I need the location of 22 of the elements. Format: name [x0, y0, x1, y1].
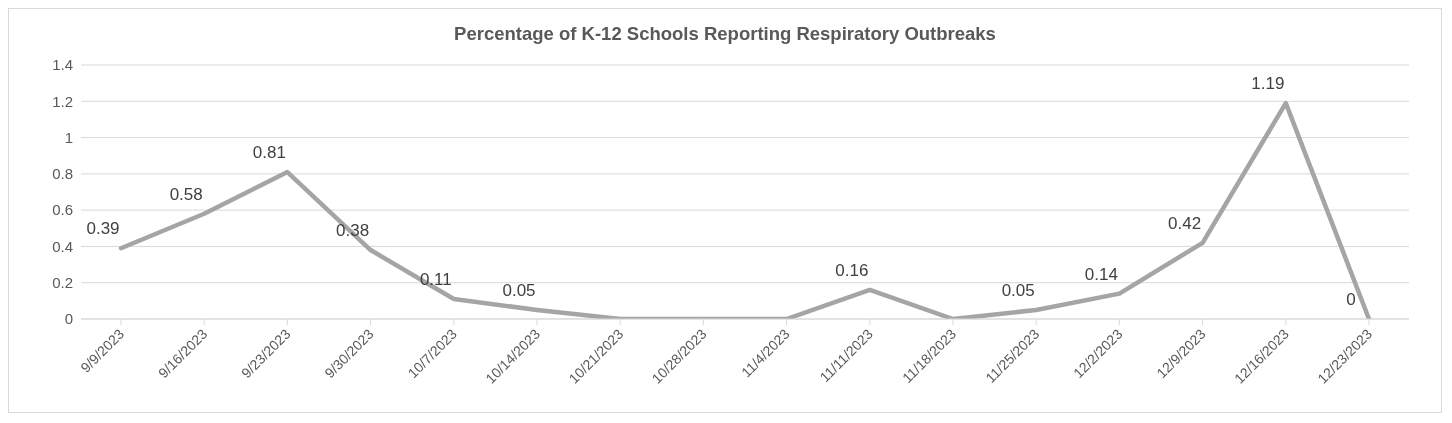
- data-label: 0.58: [169, 184, 203, 204]
- data-label: 0.05: [1001, 280, 1035, 300]
- data-label: 0.05: [502, 280, 536, 300]
- y-tick-label: 0: [64, 310, 73, 328]
- data-label: 0.39: [86, 219, 120, 239]
- y-tick-label: 0.2: [52, 274, 73, 292]
- data-label: 0.42: [1168, 213, 1202, 233]
- y-tick-label: 0.4: [52, 237, 73, 255]
- data-label: 1.19: [1251, 74, 1285, 94]
- y-tick-label: 1.2: [52, 92, 73, 110]
- y-tick-label: 0.6: [52, 201, 73, 219]
- data-label: 0.38: [336, 221, 370, 241]
- y-tick-label: 1: [64, 128, 73, 146]
- line-series: [118, 100, 1372, 319]
- y-tick-label: 1.4: [52, 56, 73, 74]
- chart-title: Percentage of K-12 Schools Reporting Respiratory Outbreaks: [453, 23, 997, 46]
- data-label: 0.11: [419, 270, 452, 290]
- data-label: 0.16: [835, 260, 869, 280]
- data-label: 0.81: [252, 143, 286, 163]
- data-label: 0: [1346, 290, 1356, 309]
- data-label: 0.14: [1084, 264, 1118, 284]
- y-tick-label: 0.8: [52, 165, 73, 183]
